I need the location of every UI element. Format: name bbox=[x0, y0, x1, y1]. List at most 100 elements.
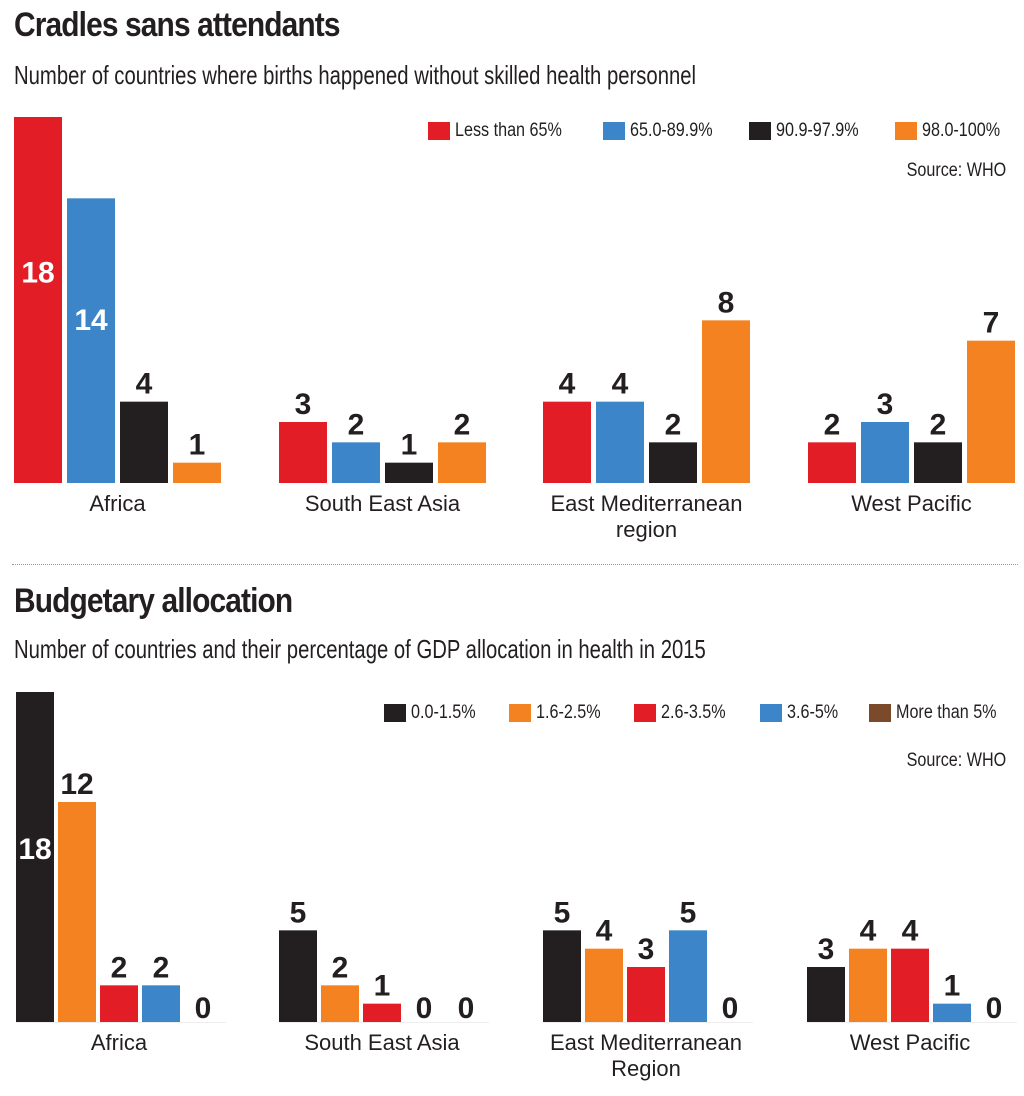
legend-swatch bbox=[895, 122, 918, 140]
bar-value-label: 4 bbox=[612, 368, 629, 401]
bar-value-label: 0 bbox=[722, 992, 739, 1025]
bar bbox=[861, 422, 909, 483]
bar-value-label: 3 bbox=[877, 388, 894, 421]
legend-item: 2.6-3.5% bbox=[634, 702, 737, 724]
category-label: East Mediterranean bbox=[550, 1030, 742, 1055]
bar bbox=[627, 967, 665, 1022]
bar-value-label: 5 bbox=[680, 896, 697, 929]
bar-value-label: 12 bbox=[60, 768, 93, 801]
bar-value-label: 2 bbox=[454, 408, 471, 441]
bar bbox=[967, 340, 1015, 483]
legend-label: More than 5% bbox=[895, 702, 997, 723]
bar bbox=[279, 422, 327, 483]
bar bbox=[58, 802, 96, 1022]
legend-item: 0.0-1.5% bbox=[384, 702, 487, 724]
chart1-subtitle: Number of countries where births happene… bbox=[14, 60, 697, 90]
bar bbox=[438, 442, 486, 483]
legend-item: 90.9-97.9% bbox=[748, 120, 873, 142]
legend-swatch bbox=[602, 122, 625, 140]
category-label: East Mediterranean bbox=[551, 491, 743, 516]
chart1-plot: 18 14 4 1 Africa 3 2 1 2 South East Asia 4 4 2 8 East … bbox=[14, 117, 1015, 542]
legend-swatch bbox=[384, 704, 407, 722]
bar bbox=[543, 930, 581, 1022]
bar bbox=[807, 967, 845, 1022]
legend-item: 3.6-5% bbox=[759, 702, 847, 724]
bar-value-label: 2 bbox=[348, 408, 365, 441]
legend-label: 98.0-100% bbox=[922, 120, 1001, 141]
legend-swatch bbox=[748, 122, 771, 140]
bar-value-label: 3 bbox=[295, 388, 312, 421]
bar-value-label: 2 bbox=[824, 408, 841, 441]
bar-value-label: 5 bbox=[290, 896, 307, 929]
legend-swatch bbox=[634, 704, 657, 722]
legend-label: 65.0-89.9% bbox=[629, 120, 713, 141]
bar-value-label: 14 bbox=[74, 304, 108, 337]
bar-value-label: 1 bbox=[401, 429, 418, 462]
legend-item: More than 5% bbox=[868, 702, 1014, 724]
bar-value-label: 18 bbox=[18, 833, 51, 866]
legend-swatch bbox=[759, 704, 782, 722]
chart2-legend: 0.0-1.5% 1.6-2.5% 2.6-3.5% 3.6-5% More than … bbox=[384, 702, 1014, 724]
chart2-title: Budgetary allocation bbox=[14, 582, 293, 620]
category-label: region bbox=[616, 517, 677, 542]
legend-label: 0.0-1.5% bbox=[411, 702, 476, 723]
legend-item: Less than 65% bbox=[428, 120, 581, 142]
bar bbox=[596, 401, 644, 483]
bar-value-label: 1 bbox=[189, 429, 206, 462]
bar-value-label: 4 bbox=[902, 915, 919, 948]
category-label: Africa bbox=[89, 491, 146, 516]
chart1-legend: Less than 65% 65.0-89.9% 90.9-97.9% 98.0-10… bbox=[428, 120, 1014, 142]
bar bbox=[585, 948, 623, 1022]
bar bbox=[891, 948, 929, 1022]
category-label: South East Asia bbox=[305, 491, 461, 516]
bar bbox=[385, 462, 433, 483]
bar bbox=[543, 401, 591, 483]
bar bbox=[14, 117, 62, 483]
bar bbox=[702, 320, 750, 483]
bar bbox=[16, 692, 54, 1022]
chart1-source: Source: WHO bbox=[906, 160, 1006, 181]
bar-value-label: 2 bbox=[153, 951, 170, 984]
chart1-title: Cradles sans attendants bbox=[14, 6, 341, 44]
legend-label: 2.6-3.5% bbox=[661, 702, 727, 723]
bar bbox=[279, 930, 317, 1022]
bar bbox=[933, 1003, 971, 1022]
bar-value-label: 4 bbox=[136, 368, 153, 401]
bar-value-label: 2 bbox=[665, 408, 682, 441]
chart2-source: Source: WHO bbox=[906, 750, 1006, 771]
legend-item: 1.6-2.5% bbox=[509, 702, 612, 724]
legend-swatch bbox=[509, 704, 532, 722]
bar-value-label: 0 bbox=[195, 992, 212, 1025]
bar-value-label: 2 bbox=[332, 951, 349, 984]
bar bbox=[142, 985, 180, 1022]
bar-value-label: 4 bbox=[596, 915, 613, 948]
bar bbox=[321, 985, 359, 1022]
bar-value-label: 1 bbox=[374, 970, 391, 1003]
bar-value-label: 5 bbox=[554, 896, 571, 929]
legend-label: 1.6-2.5% bbox=[536, 702, 602, 723]
bar-value-label: 7 bbox=[983, 307, 1000, 340]
bar bbox=[808, 442, 856, 483]
bar-value-label: 1 bbox=[944, 970, 961, 1003]
bar bbox=[649, 442, 697, 483]
bar-value-label: 4 bbox=[559, 368, 576, 401]
legend-label: Less than 65% bbox=[455, 120, 562, 141]
legend-swatch bbox=[428, 122, 451, 140]
bar-value-label: 0 bbox=[986, 992, 1003, 1025]
bar-value-label: 4 bbox=[860, 915, 877, 948]
category-label: West Pacific bbox=[851, 491, 972, 516]
bar-value-label: 0 bbox=[458, 992, 475, 1025]
category-label: Africa bbox=[91, 1030, 148, 1055]
bar-value-label: 18 bbox=[21, 257, 54, 290]
bar bbox=[173, 462, 221, 483]
legend-label: 3.6-5% bbox=[786, 702, 838, 723]
bar bbox=[120, 401, 168, 483]
bar bbox=[67, 198, 115, 484]
bar bbox=[100, 985, 138, 1022]
bar bbox=[332, 442, 380, 483]
category-label: Region bbox=[611, 1056, 681, 1081]
category-label: West Pacific bbox=[850, 1030, 971, 1055]
bar-value-label: 8 bbox=[718, 286, 735, 319]
bar-value-label: 2 bbox=[930, 408, 947, 441]
